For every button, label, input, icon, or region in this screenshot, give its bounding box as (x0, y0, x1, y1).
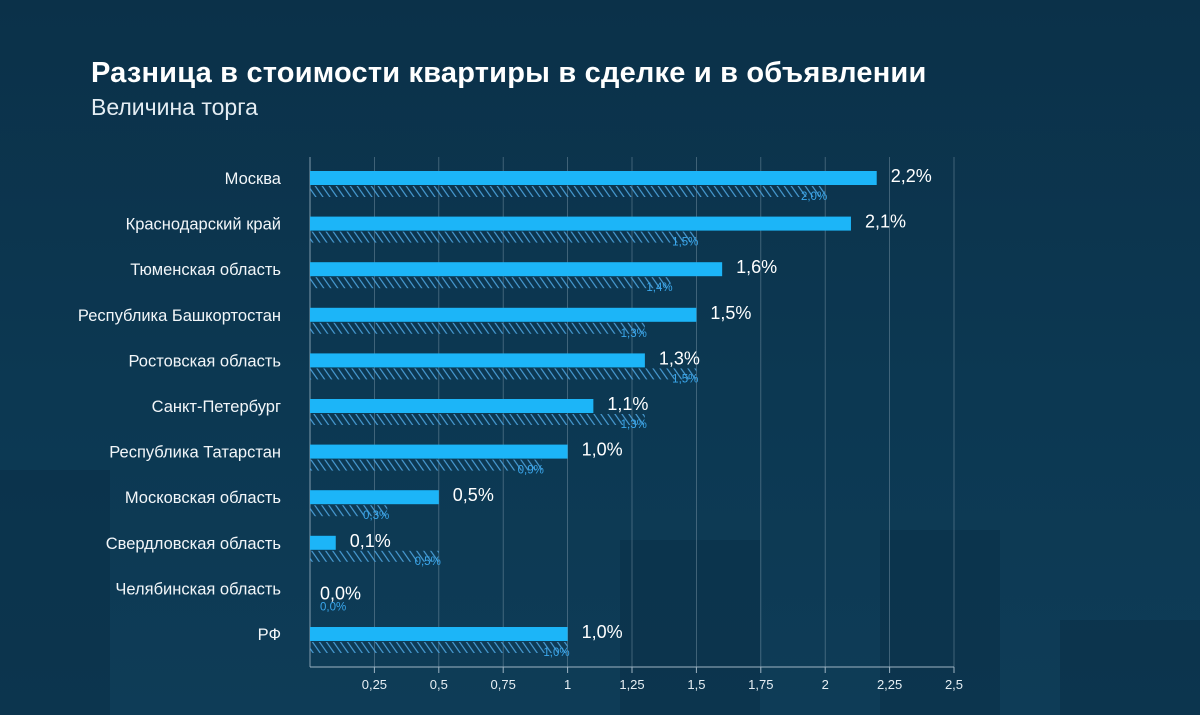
bar-previous (310, 277, 671, 289)
decor-block (880, 530, 1000, 715)
value-label: 1,1% (607, 394, 648, 414)
bar-previous (310, 414, 645, 425)
x-tick-label: 1,25 (619, 677, 644, 692)
decor-block (620, 540, 760, 715)
previous-value-label: 0,5% (415, 556, 441, 568)
bar-previous (310, 186, 826, 197)
bar-current (310, 353, 645, 368)
category-label: Ростовская область (129, 352, 281, 370)
x-tick-label: 0,25 (362, 677, 387, 692)
chart-subtitle: Величина торга (91, 94, 258, 120)
x-tick-label: 1,5 (687, 677, 705, 692)
value-label: 0,0% (320, 583, 361, 603)
value-label: 0,1% (350, 531, 391, 551)
bar-previous (310, 642, 568, 653)
x-tick-label: 2,5 (945, 677, 963, 692)
bar-previous (310, 231, 697, 243)
value-label: 1,5% (710, 303, 751, 323)
previous-value-label: 0,3% (363, 510, 389, 522)
previous-value-label: 0,9% (518, 465, 544, 477)
x-tick-label: 2,25 (877, 677, 902, 692)
bar-current (310, 307, 697, 322)
value-label: 1,6% (736, 257, 777, 277)
bar-previous (310, 459, 542, 471)
bar-current (310, 535, 336, 550)
category-label: Республика Татарстан (109, 444, 281, 462)
x-tick-label: 2 (822, 677, 829, 692)
previous-value-label: 1,5% (672, 237, 698, 249)
bar-previous (310, 322, 645, 334)
value-label: 0,5% (453, 485, 494, 505)
x-tick-label: 0,5 (430, 677, 448, 692)
bar-previous (310, 505, 388, 517)
bar-previous (310, 550, 439, 562)
previous-value-label: 1,4% (646, 282, 672, 294)
category-label: Краснодарский край (126, 216, 281, 234)
bar-current (310, 216, 851, 231)
value-label: 1,0% (582, 622, 623, 642)
value-label: 1,0% (582, 440, 623, 460)
decor-block (0, 470, 110, 715)
value-label: 2,2% (891, 166, 932, 186)
bar-current (310, 490, 439, 505)
category-label: Тюменская область (130, 261, 281, 279)
previous-value-label: 1,5% (672, 373, 698, 385)
bar-current (310, 399, 594, 413)
decor-block (1060, 620, 1200, 715)
bar-current (310, 262, 723, 277)
category-label: Свердловская область (106, 535, 281, 553)
previous-value-label: 2,0% (801, 191, 827, 203)
bar-current (310, 444, 568, 459)
category-label: Республика Башкортостан (78, 307, 281, 325)
chart-title: Разница в стоимости квартиры в сделке и … (91, 57, 927, 89)
x-axis: 0,25 0,5 0,75 1 1,25 1,5 1,75 2 2,25 2,5 (310, 666, 963, 692)
x-tick-label: 0,75 (491, 677, 516, 692)
previous-value-label: 0,0% (320, 601, 346, 613)
bar-previous (310, 368, 697, 380)
previous-value-label: 1,3% (621, 419, 647, 431)
previous-value-label: 1,0% (543, 647, 569, 659)
labels: Москва 2,2% 2,0% Краснодарский край 2,1% 1,5%… (78, 166, 932, 659)
x-tick-label: 1,75 (748, 677, 773, 692)
value-label: 1,3% (659, 348, 700, 368)
category-label: Челябинская область (115, 580, 281, 598)
category-label: Санкт-Петербург (152, 398, 281, 416)
bars (310, 171, 877, 653)
category-label: Москва (225, 170, 282, 188)
previous-value-label: 1,3% (621, 328, 647, 340)
bar-current (310, 627, 568, 641)
category-label: Московская область (125, 489, 281, 507)
bar-current (310, 171, 877, 185)
category-label: РФ (258, 626, 281, 644)
value-label: 2,1% (865, 212, 906, 232)
x-tick-label: 1 (564, 677, 571, 692)
